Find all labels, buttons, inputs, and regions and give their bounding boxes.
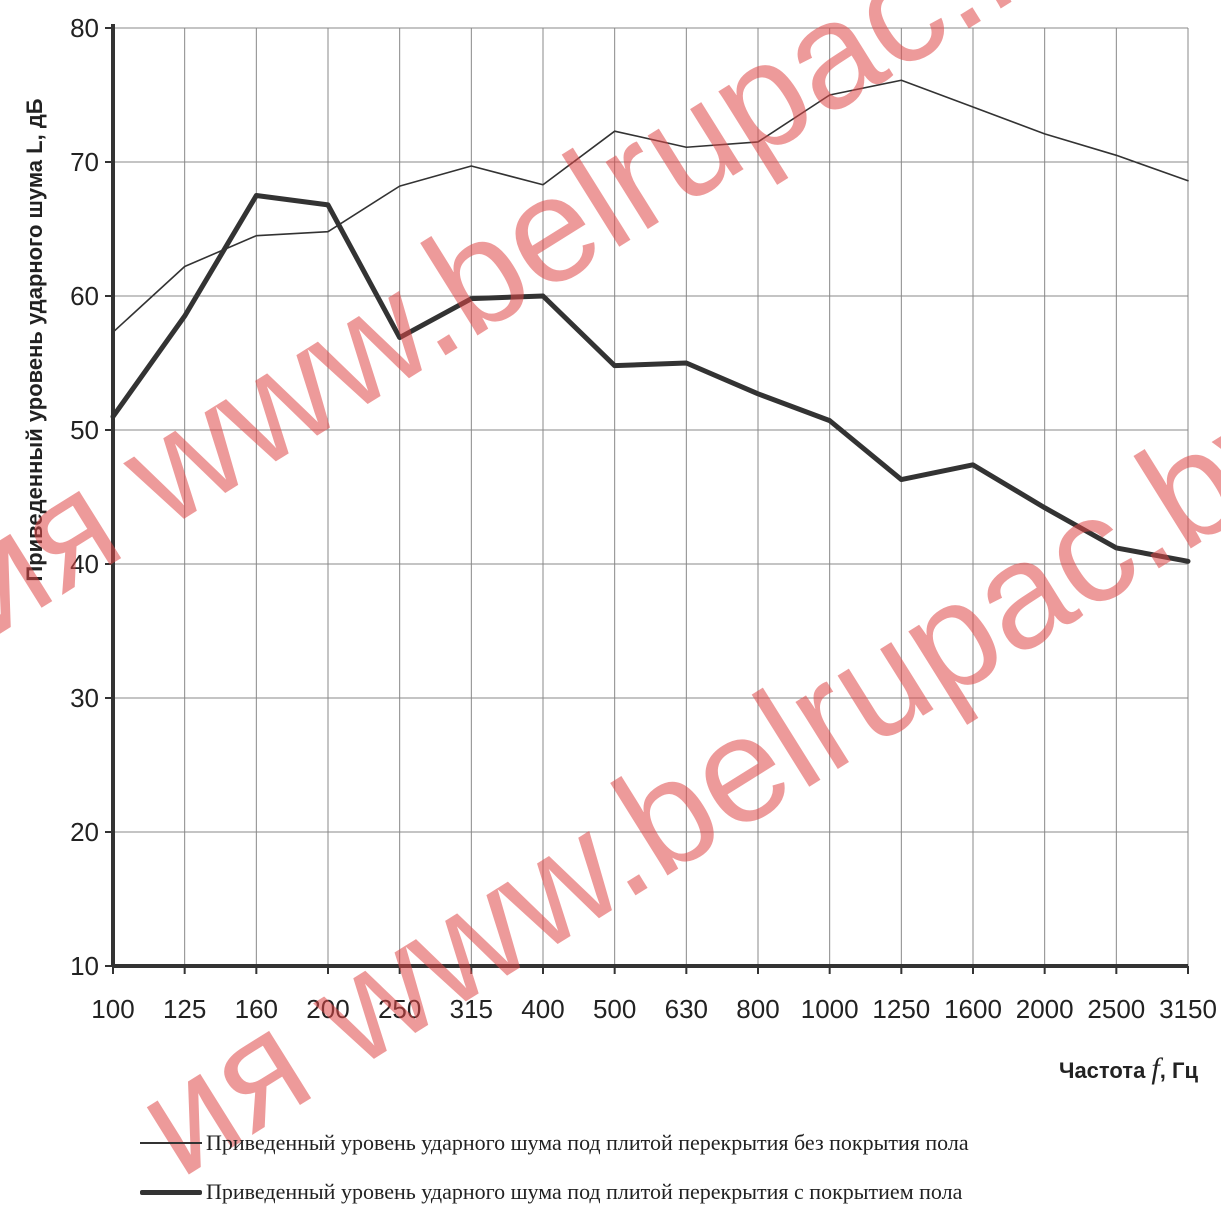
x-tick-label: 1000 (801, 994, 859, 1024)
x-tick-label: 100 (91, 994, 134, 1024)
x-tick-label: 160 (235, 994, 278, 1024)
legend-item-uncovered: Приведенный уровень ударного шума под пл… (140, 1130, 969, 1156)
y-axis-title: Приведенный уровень ударного шума L, дБ (22, 98, 47, 581)
series-line-uncovered (112, 79, 1189, 333)
y-tick-label: 50 (70, 415, 99, 445)
x-tick-label: 2000 (1016, 994, 1074, 1024)
x-tick-label: 400 (521, 994, 564, 1024)
y-tick-label: 10 (70, 951, 99, 981)
series-line-covered (110, 193, 1191, 564)
y-tick-label: 30 (70, 683, 99, 713)
series-lines (110, 79, 1191, 564)
x-axis-title: Частота f, Гц (1059, 1052, 1198, 1085)
x-tick-label: 630 (665, 994, 708, 1024)
x-tick-label: 1250 (872, 994, 930, 1024)
y-tick-label: 60 (70, 281, 99, 311)
grid (113, 27, 1189, 966)
x-tick-label: 250 (378, 994, 421, 1024)
y-tick-label: 40 (70, 549, 99, 579)
x-tick-label: 125 (163, 994, 206, 1024)
x-tick-label: 2500 (1087, 994, 1145, 1024)
y-tick-label: 70 (70, 147, 99, 177)
x-tick-label: 315 (450, 994, 493, 1024)
legend-swatch-thick (140, 1189, 202, 1195)
x-tick-label: 200 (306, 994, 349, 1024)
y-tick-labels: 10 20 30 40 50 60 70 80 (70, 13, 99, 981)
x-tick-label: 3150 (1159, 994, 1217, 1024)
legend-swatch-thin (140, 1142, 202, 1144)
y-tick-label: 20 (70, 817, 99, 847)
x-tick-label: 500 (593, 994, 636, 1024)
legend-label: Приведенный уровень ударного шума под пл… (206, 1179, 963, 1204)
y-tick-label: 80 (70, 13, 99, 43)
axes (105, 24, 1189, 974)
legend-item-covered: Приведенный уровень ударного шума под пл… (140, 1179, 962, 1205)
legend-label: Приведенный уровень ударного шума под пл… (206, 1130, 969, 1155)
x-tick-label: 800 (736, 994, 779, 1024)
x-tick-label: 1600 (944, 994, 1002, 1024)
x-tick-labels: 100 125 160 200 250 315 400 500 630 800 1000 1250 16… (91, 994, 1217, 1024)
